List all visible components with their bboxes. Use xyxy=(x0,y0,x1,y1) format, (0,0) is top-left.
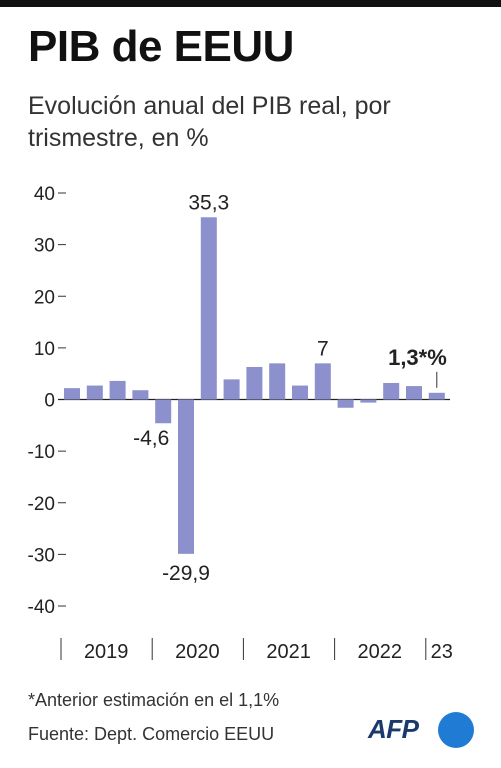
data-label: 1,3*% xyxy=(388,345,447,370)
bar xyxy=(428,392,445,400)
bar xyxy=(314,363,331,400)
bar xyxy=(292,385,308,400)
y-tick-label: 10 xyxy=(34,339,55,360)
y-tick-label: -10 xyxy=(28,442,55,463)
x-tick-label: 2022 xyxy=(358,641,403,663)
bar xyxy=(337,399,354,408)
afp-logo: AFP xyxy=(368,712,478,752)
source-note: Fuente: Dept. Comercio EEUU xyxy=(28,724,275,744)
bar xyxy=(383,382,400,400)
bar-chart: 40 30 20 10 0 -10 -20 -30 -40 -4,6 -29,9 35,3 7 1,3*%… xyxy=(28,184,453,663)
data-label: -4,6 xyxy=(133,427,169,450)
x-tick-label: 2021 xyxy=(266,641,311,663)
bar xyxy=(246,366,263,400)
bar xyxy=(223,379,240,400)
y-tick-label: 0 xyxy=(44,391,55,412)
bar xyxy=(64,388,80,400)
bar xyxy=(109,380,126,400)
afp-logo-dot xyxy=(438,712,474,748)
bar xyxy=(178,399,194,554)
chart-subtitle: Evolución anual del PIB real, por trisme… xyxy=(28,92,391,152)
y-tick-label: 40 xyxy=(34,184,55,205)
bar xyxy=(86,385,103,400)
x-tick-label: 23 xyxy=(431,641,453,663)
bar xyxy=(269,363,286,400)
bar xyxy=(155,399,172,424)
y-tick-label: 30 xyxy=(34,236,55,257)
top-rule xyxy=(0,0,501,7)
bar xyxy=(132,390,149,400)
afp-logo-text: AFP xyxy=(368,714,419,744)
x-tick-label: 2019 xyxy=(84,641,129,663)
x-tick-label: 2020 xyxy=(175,641,220,663)
footnote: *Anterior estimación en el 1,1% xyxy=(28,690,280,710)
data-label: 35,3 xyxy=(188,191,229,214)
y-tick-label: -30 xyxy=(28,545,55,566)
y-tick-label: 20 xyxy=(34,287,55,308)
bar xyxy=(360,399,377,403)
data-label: 7 xyxy=(317,337,329,360)
bar xyxy=(200,217,217,400)
y-tick-label: -20 xyxy=(28,494,55,515)
bar xyxy=(406,386,422,400)
y-tick-label: -40 xyxy=(28,597,55,618)
data-label: -29,9 xyxy=(162,562,210,585)
chart-title: PIB de EEUU xyxy=(28,22,294,71)
